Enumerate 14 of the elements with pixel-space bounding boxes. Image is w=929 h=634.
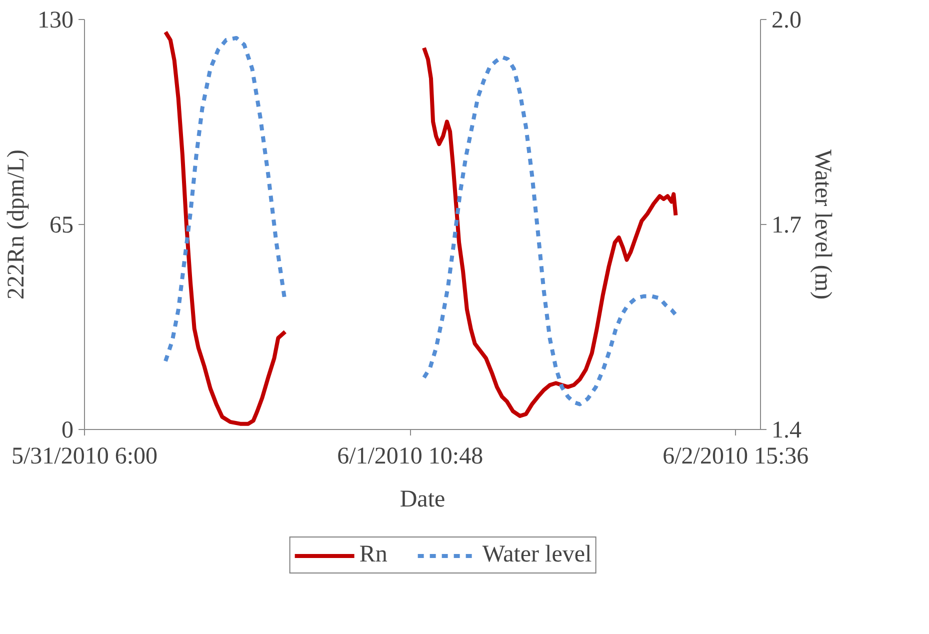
- y2-tick-label: 1.4: [772, 418, 802, 444]
- y-tick-label: 0: [62, 418, 74, 444]
- legend-label: Water level: [482, 542, 592, 568]
- y-tick-label: 130: [38, 8, 74, 34]
- x-tick-label: 6/2/2010 15:36: [662, 444, 809, 470]
- y2-tick-label: 1.7: [772, 212, 802, 238]
- y-tick-label: 65: [50, 212, 74, 238]
- y2-axis-title: Water level (m): [810, 150, 836, 300]
- legend-label: Rn: [359, 542, 388, 568]
- x-tick-label: 5/31/2010 6:00: [12, 444, 158, 470]
- x-tick-label: 6/1/2010 10:48: [337, 444, 484, 470]
- x-axis-title: Date: [400, 486, 446, 512]
- y-axis-title: 222Rn (dpm/L): [4, 149, 30, 300]
- y2-tick-label: 2.0: [772, 8, 802, 34]
